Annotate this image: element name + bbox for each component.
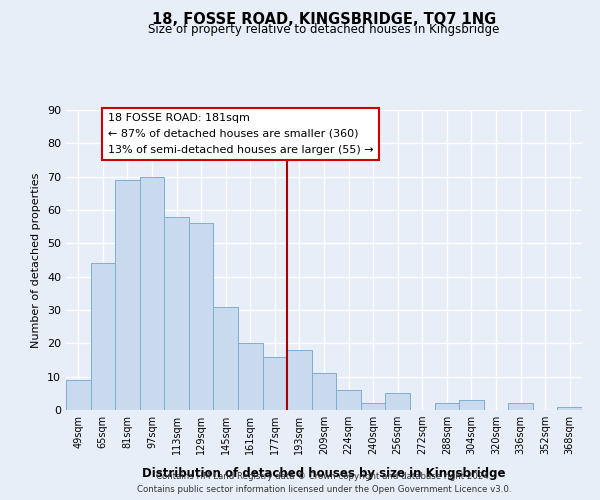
- Text: 18 FOSSE ROAD: 181sqm
← 87% of detached houses are smaller (360)
13% of semi-det: 18 FOSSE ROAD: 181sqm ← 87% of detached …: [108, 114, 373, 154]
- Bar: [214, 306, 238, 410]
- Bar: [140, 176, 164, 410]
- Bar: [434, 404, 459, 410]
- Y-axis label: Number of detached properties: Number of detached properties: [31, 172, 41, 348]
- Bar: [385, 394, 410, 410]
- Bar: [312, 374, 336, 410]
- Bar: [164, 216, 189, 410]
- Bar: [66, 380, 91, 410]
- Bar: [361, 404, 385, 410]
- Bar: [263, 356, 287, 410]
- Bar: [459, 400, 484, 410]
- Bar: [557, 406, 582, 410]
- Bar: [91, 264, 115, 410]
- Bar: [508, 404, 533, 410]
- Bar: [238, 344, 263, 410]
- Bar: [287, 350, 312, 410]
- Text: 18, FOSSE ROAD, KINGSBRIDGE, TQ7 1NG: 18, FOSSE ROAD, KINGSBRIDGE, TQ7 1NG: [152, 12, 496, 28]
- Bar: [336, 390, 361, 410]
- Text: Distribution of detached houses by size in Kingsbridge: Distribution of detached houses by size …: [142, 467, 506, 480]
- Bar: [115, 180, 140, 410]
- Bar: [189, 224, 214, 410]
- Text: Size of property relative to detached houses in Kingsbridge: Size of property relative to detached ho…: [148, 22, 500, 36]
- Text: Contains HM Land Registry data © Crown copyright and database right 2024.
Contai: Contains HM Land Registry data © Crown c…: [137, 472, 511, 494]
